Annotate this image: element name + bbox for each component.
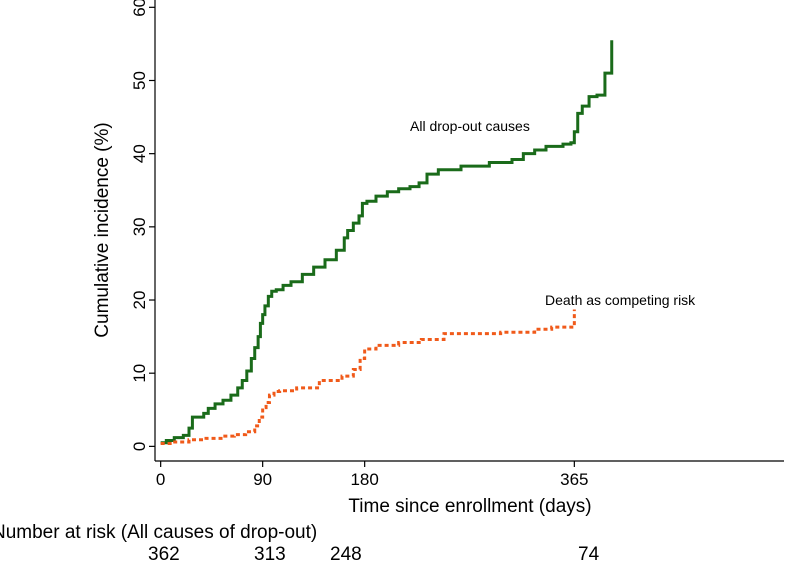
x-axis-title: Time since enrollment (days)	[348, 496, 591, 517]
y-tick-label: 40	[130, 144, 149, 163]
risk-number-day-180: 248	[330, 544, 362, 565]
annotation-all-dropout: All drop-out causes	[410, 118, 530, 134]
y-tick-label: 30	[130, 217, 149, 236]
series-all-dropout-line	[160, 40, 614, 445]
risk-number-day-90: 313	[254, 544, 286, 565]
x-tick-label: 365	[560, 470, 588, 489]
y-axis-title: Cumulative incidence (%)	[92, 122, 113, 337]
x-ticks: 0 90 180 365	[156, 461, 589, 489]
y-tick-label: 20	[130, 291, 149, 310]
risk-number-day-365: 74	[578, 544, 600, 565]
risk-table-title: Number at risk (All causes of drop-out)	[0, 522, 318, 543]
risk-number-day-0: 362	[148, 544, 180, 565]
x-tick-label: 0	[156, 470, 165, 489]
y-tick-label: 0	[130, 442, 149, 451]
y-tick-label: 50	[130, 71, 149, 90]
annotation-death-competing: Death as competing risk	[545, 292, 696, 308]
series-death-competing-line	[160, 309, 576, 445]
y-tick-label: 60	[130, 0, 149, 17]
x-tick-label: 90	[253, 470, 272, 489]
y-tick-label: 10	[130, 364, 149, 383]
y-ticks: 0 10 20 30 40 50 60	[130, 0, 155, 451]
x-tick-label: 180	[350, 470, 378, 489]
